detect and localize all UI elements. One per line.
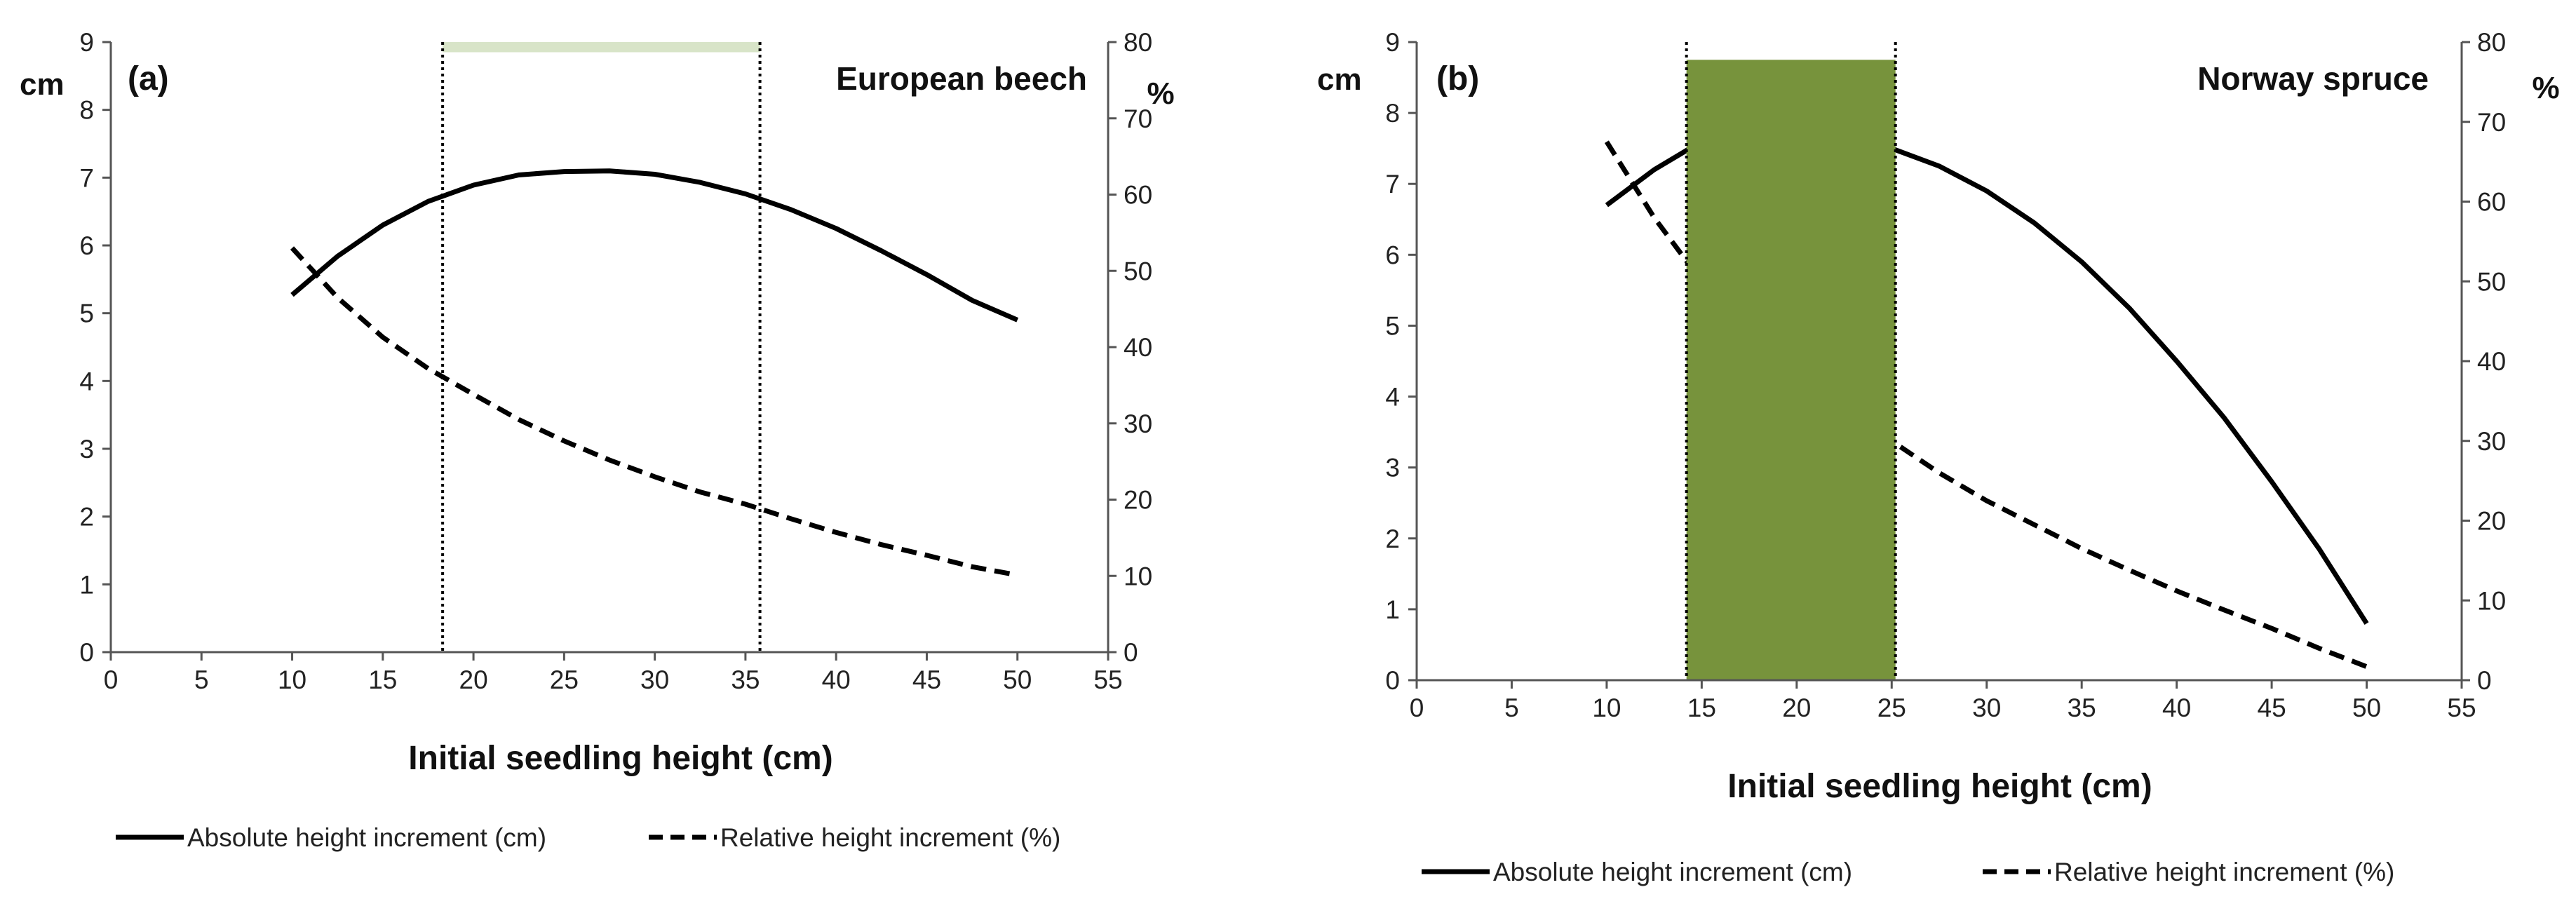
panel-label: (a) — [128, 60, 169, 97]
optimal-range-band — [1686, 60, 1896, 681]
y-right-tick-label: 40 — [2477, 347, 2506, 376]
y-left-tick-label: 9 — [79, 28, 94, 57]
right-axis-unit: % — [2532, 71, 2559, 105]
y-right-tick-label: 80 — [1124, 28, 1152, 57]
y-left-tick-label: 3 — [79, 435, 94, 464]
x-axis-label: Initial seedling height (cm) — [408, 740, 832, 777]
x-tick-label: 0 — [1410, 694, 1424, 722]
legend-entry-absolute: Absolute height increment (cm) — [187, 823, 546, 852]
right-axis-unit: % — [1147, 76, 1174, 111]
x-tick-label: 55 — [1093, 665, 1122, 694]
x-tick-label: 35 — [2068, 694, 2096, 722]
x-tick-label: 20 — [459, 665, 488, 694]
y-right-tick-label: 70 — [1124, 104, 1152, 133]
y-right-tick-label: 0 — [2477, 666, 2492, 695]
panel-title: European beech — [836, 60, 1087, 97]
plot-area: 0 5 10 15 20 25 30 35 40 45 50 55012345678901020304… — [79, 28, 1152, 694]
plot-area: 0 5 10 15 20 25 30 35 40 45 50 55012345678901020304… — [1385, 28, 2506, 722]
x-tick-label: 0 — [104, 665, 119, 694]
x-tick-label: 40 — [2162, 694, 2191, 722]
x-tick-label: 20 — [1782, 694, 1811, 722]
y-right-tick-label: 10 — [1124, 562, 1152, 590]
legend-entry-absolute: Absolute height increment (cm) — [1493, 858, 1852, 886]
y-right-tick-label: 60 — [2477, 188, 2506, 217]
panel-label: (b) — [1436, 60, 1479, 97]
y-left-tick-label: 4 — [1385, 383, 1400, 412]
y-right-tick-label: 0 — [1124, 638, 1138, 667]
y-left-tick-label: 4 — [79, 367, 94, 395]
y-left-tick-label: 7 — [79, 163, 94, 192]
y-right-tick-label: 50 — [1124, 257, 1152, 285]
x-tick-label: 40 — [822, 665, 851, 694]
x-tick-label: 10 — [278, 665, 306, 694]
y-left-tick-label: 8 — [79, 96, 94, 125]
y-right-tick-label: 60 — [1124, 181, 1152, 210]
legend: Absolute height increment (cm) Relative … — [1422, 858, 2394, 886]
y-left-tick-label: 8 — [1385, 99, 1400, 128]
y-left-tick-label: 7 — [1385, 170, 1400, 198]
y-left-tick-label: 5 — [1385, 311, 1400, 340]
y-right-tick-label: 20 — [1124, 486, 1152, 515]
x-tick-label: 30 — [640, 665, 669, 694]
x-tick-label: 25 — [550, 665, 579, 694]
x-tick-label: 55 — [2447, 694, 2476, 722]
optimal-range-band — [443, 42, 760, 53]
y-left-tick-label: 6 — [79, 231, 94, 260]
y-right-tick-label: 30 — [2477, 427, 2506, 456]
y-left-tick-label: 2 — [79, 503, 94, 532]
y-right-tick-label: 50 — [2477, 267, 2506, 296]
x-axis-label: Initial seedling height (cm) — [1727, 768, 2152, 805]
legend-entry-relative: Relative height increment (%) — [2054, 858, 2394, 886]
x-tick-label: 5 — [194, 665, 209, 694]
x-tick-label: 15 — [368, 665, 397, 694]
series-absolute-line — [290, 168, 1019, 323]
y-right-tick-label: 70 — [2477, 108, 2506, 137]
x-tick-label: 35 — [731, 665, 760, 694]
left-axis-unit: cm — [20, 67, 65, 102]
y-left-tick-label: 1 — [1385, 595, 1400, 624]
legend: Absolute height increment (cm) Relative … — [116, 823, 1060, 852]
panel-norway-spruce: 0 5 10 15 20 25 30 35 40 45 50 55012345678901020304… — [1317, 28, 2560, 886]
x-tick-label: 10 — [1592, 694, 1621, 722]
x-tick-label: 25 — [1877, 694, 1906, 722]
y-left-tick-label: 0 — [79, 638, 94, 667]
panel-european-beech: 0 5 10 15 20 25 30 35 40 45 50 55012345678901020304… — [20, 28, 1175, 852]
y-left-tick-label: 2 — [1385, 525, 1400, 553]
panel-title: Norway spruce — [2197, 60, 2429, 97]
x-tick-label: 50 — [1003, 665, 1032, 694]
series-relative-line — [290, 246, 1018, 578]
y-left-tick-label: 0 — [1385, 666, 1400, 695]
x-tick-label: 30 — [1972, 694, 2001, 722]
y-left-tick-label: 9 — [1385, 28, 1400, 57]
left-axis-unit: cm — [1317, 62, 1362, 97]
y-left-tick-label: 1 — [79, 570, 94, 599]
x-tick-label: 15 — [1687, 694, 1716, 722]
y-right-tick-label: 80 — [2477, 28, 2506, 57]
y-right-tick-label: 20 — [2477, 507, 2506, 536]
y-left-tick-label: 6 — [1385, 241, 1400, 269]
y-left-tick-label: 5 — [79, 299, 94, 328]
x-tick-label: 50 — [2352, 694, 2381, 722]
y-right-tick-label: 40 — [1124, 333, 1152, 362]
y-right-tick-label: 10 — [2477, 586, 2506, 615]
y-left-tick-label: 3 — [1385, 454, 1400, 482]
x-tick-label: 45 — [2258, 694, 2286, 722]
x-tick-label: 5 — [1504, 694, 1519, 722]
x-tick-label: 45 — [912, 665, 941, 694]
y-right-tick-label: 30 — [1124, 410, 1152, 438]
legend-entry-relative: Relative height increment (%) — [720, 823, 1060, 852]
